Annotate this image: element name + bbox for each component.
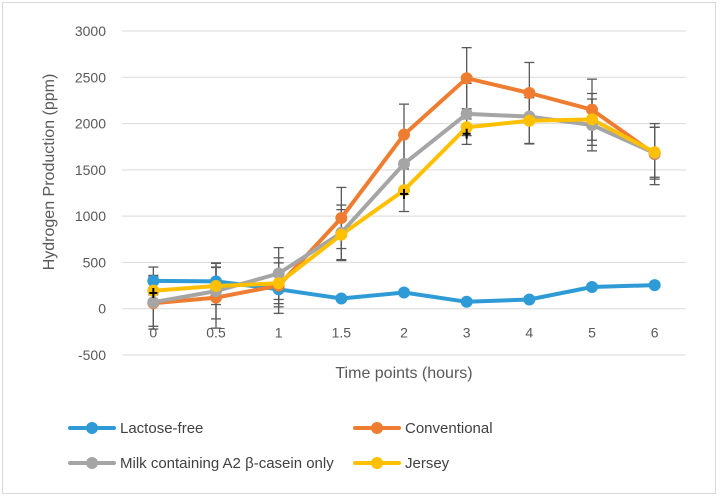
- legend-marker-lactose-free: [86, 422, 98, 434]
- data-point-lactose-free: [523, 293, 536, 306]
- data-point-milk-containing-a2-casein-only: [272, 267, 285, 280]
- data-point-conventional: [523, 87, 536, 100]
- data-point-conventional: [460, 72, 473, 85]
- series-markers: [147, 72, 661, 310]
- x-tick-label: 6: [651, 325, 659, 341]
- x-tick-label: 1.5: [332, 325, 352, 341]
- x-axis-title: Time points (hours): [335, 365, 472, 382]
- legend: Lactose-free Conventional Milk containing …: [68, 420, 493, 472]
- legend-marker-milk-containing-a2-casein-only: [86, 457, 98, 469]
- y-tick-label: 500: [83, 254, 107, 270]
- y-tick-label: 1500: [75, 162, 106, 178]
- legend-marker-jersey: [371, 457, 383, 469]
- data-point-jersey: [460, 121, 473, 134]
- y-tick-label: 1000: [75, 208, 106, 224]
- y-tick-label: 2500: [75, 69, 106, 85]
- y-axis-title: Hydrogen Production (ppm): [41, 74, 58, 271]
- data-point-jersey: [335, 228, 348, 241]
- legend-label-conventional: Conventional: [405, 420, 493, 437]
- data-point-jersey: [523, 114, 536, 127]
- x-tick-label: 2: [400, 325, 408, 341]
- x-tick-label: 5: [588, 325, 596, 341]
- gridlines: [122, 30, 686, 356]
- data-point-lactose-free: [398, 286, 410, 299]
- data-point-jersey: [210, 280, 222, 293]
- extra-markers: [149, 128, 471, 298]
- legend-marker-conventional: [371, 422, 383, 434]
- data-point-lactose-free: [460, 295, 473, 308]
- y-tick-label: -500: [78, 347, 106, 363]
- y-tick-label: 2000: [75, 116, 106, 132]
- y-axis-tick-labels: -500 0 500 1000 1500 2000 2500 3000: [75, 23, 106, 363]
- legend-label-milk-containing-a2-casein-only: Milk containing A2 β-casein only: [120, 455, 334, 472]
- x-tick-label: 1: [275, 325, 283, 341]
- data-point-lactose-free: [648, 279, 661, 292]
- data-point-lactose-free: [335, 292, 348, 305]
- x-tick-label: 4: [525, 325, 533, 341]
- data-point-lactose-free: [147, 274, 160, 287]
- data-point-milk-containing-a2-casein-only: [398, 157, 410, 170]
- y-tick-label: 0: [98, 301, 106, 317]
- data-point-conventional: [398, 128, 410, 141]
- data-point-conventional: [335, 211, 348, 224]
- data-point-milk-containing-a2-casein-only: [460, 107, 473, 120]
- legend-label-lactose-free: Lactose-free: [120, 420, 203, 437]
- data-point-jersey: [272, 277, 285, 290]
- data-point-lactose-free: [586, 280, 598, 293]
- y-tick-label: 3000: [75, 23, 106, 39]
- x-tick-label: 3: [463, 325, 471, 341]
- data-point-jersey: [648, 146, 661, 159]
- data-point-conventional: [586, 103, 598, 116]
- legend-label-jersey: Jersey: [405, 455, 450, 472]
- x-axis-tick-labels: 0 0.5 1 1.5 2 3 4 5 6: [149, 325, 658, 341]
- data-point-milk-containing-a2-casein-only: [147, 296, 160, 309]
- x-tick-label: 0: [149, 325, 157, 341]
- data-point-jersey: [586, 113, 598, 126]
- chart-frame: [2, 2, 716, 494]
